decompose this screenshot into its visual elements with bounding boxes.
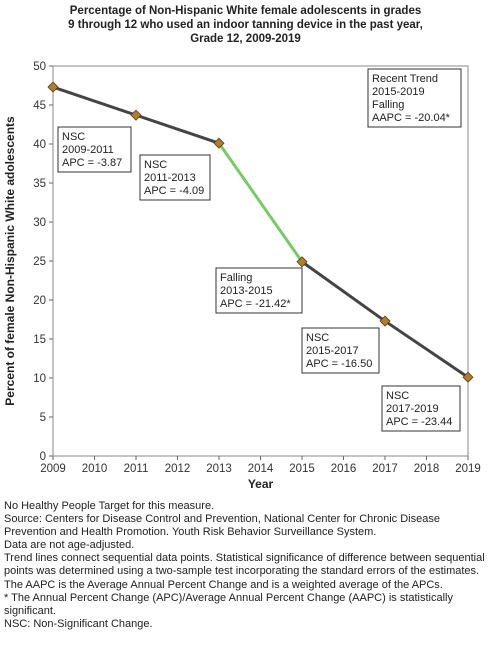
x-tick-label: 2010 xyxy=(82,463,108,475)
footnote: NSC: Non-Significant Change. xyxy=(4,617,153,630)
x-tick-label: 2014 xyxy=(248,463,274,475)
data-point xyxy=(462,371,474,383)
trend-segment xyxy=(134,113,221,145)
trend-segment xyxy=(300,260,387,323)
x-tick-label: 2013 xyxy=(206,463,232,475)
chart-title: Percentage of Non-Hispanic White female … xyxy=(10,4,481,46)
annotation-text: 2013-2015 xyxy=(220,285,273,297)
annotation-text: 2017-2019 xyxy=(386,403,439,415)
y-tick-label: 50 xyxy=(33,61,46,73)
y-tick-label: 0 xyxy=(40,451,46,463)
annotation-box xyxy=(57,126,132,173)
y-tick-label: 35 xyxy=(33,178,46,190)
annotation-text: NSC xyxy=(144,159,167,171)
data-point xyxy=(379,315,391,327)
trend-segment xyxy=(217,141,304,264)
footnote: Data are not age-adjusted. xyxy=(4,539,135,552)
annotation-text: 2011-2013 xyxy=(144,172,196,184)
chart-title-line: 9 through 12 who used an indoor tanning … xyxy=(68,19,423,31)
annotation-text: Falling xyxy=(372,99,404,111)
x-tick-label: 2018 xyxy=(414,463,440,475)
footnote: Source: Centers for Disease Control and … xyxy=(4,513,440,539)
x-tick-label: 2019 xyxy=(455,463,481,475)
x-tick-label: 2016 xyxy=(331,463,357,475)
annotation-text: NSC xyxy=(386,390,409,402)
data-point xyxy=(213,137,225,149)
footnote: Trend lines connect sequential data poin… xyxy=(4,552,485,578)
y-tick-label: 45 xyxy=(33,100,46,112)
x-tick-label: 2017 xyxy=(372,463,398,475)
annotation-text: AAPC = -20.04* xyxy=(372,112,451,124)
annotation-text: APC = -16.50 xyxy=(306,358,372,370)
x-tick-label: 2009 xyxy=(40,463,66,475)
annotation-box xyxy=(139,154,211,201)
trend-segment xyxy=(51,85,138,117)
y-tick-label: 15 xyxy=(33,334,46,346)
annotation-text: 2015-2019 xyxy=(372,86,425,98)
annotation-text: Falling xyxy=(220,272,252,284)
footnote: * The Annual Percent Change (APC)/Averag… xyxy=(4,591,454,617)
annotation-text: APC = -23.44 xyxy=(386,416,452,428)
y-tick-label: 40 xyxy=(33,139,46,151)
data-point xyxy=(130,109,142,121)
y-tick-label: 20 xyxy=(33,295,46,307)
chart-title-line: Percentage of Non-Hispanic White female … xyxy=(69,5,422,17)
annotation-box xyxy=(367,68,462,128)
footnote: The AAPC is the Average Annual Percent C… xyxy=(4,578,443,591)
annotation-text: NSC xyxy=(306,332,329,344)
annotation-box xyxy=(301,327,380,374)
y-tick-label: 30 xyxy=(33,217,46,229)
y-axis-title: Percent of female Non-Hispanic White ado… xyxy=(3,116,17,406)
annotation-text: Recent Trend xyxy=(372,73,438,85)
x-tick-label: 2012 xyxy=(165,463,191,475)
trend-segment xyxy=(383,319,470,379)
chart-title-line: Grade 12, 2009-2019 xyxy=(190,33,301,45)
data-point xyxy=(47,81,59,93)
annotation-text: 2015-2017 xyxy=(306,345,359,357)
annotation-text: APC = -21.42* xyxy=(220,298,291,310)
annotation-box xyxy=(215,267,303,314)
x-tick-label: 2011 xyxy=(124,463,149,475)
annotation-text: APC = -4.09 xyxy=(144,185,204,197)
annotation-text: APC = -3.87 xyxy=(62,157,122,169)
annotation-box xyxy=(381,385,461,432)
y-tick-label: 5 xyxy=(40,412,46,424)
footnotes: No Healthy People Target for this measur… xyxy=(4,500,488,631)
data-point xyxy=(296,256,308,268)
y-tick-label: 25 xyxy=(33,256,46,268)
annotation-text: 2009-2011 xyxy=(62,144,114,156)
line-chart: 0 5 10 15 20 25 30 35 40 45 50 2009 2010 2011 2012 2013… xyxy=(3,61,481,491)
y-tick-label: 10 xyxy=(33,373,46,385)
footnote: No Healthy People Target for this measur… xyxy=(4,500,215,512)
annotation-text: NSC xyxy=(62,131,85,143)
x-tick-label: 2015 xyxy=(289,463,315,475)
x-axis-title: Year xyxy=(248,477,274,491)
